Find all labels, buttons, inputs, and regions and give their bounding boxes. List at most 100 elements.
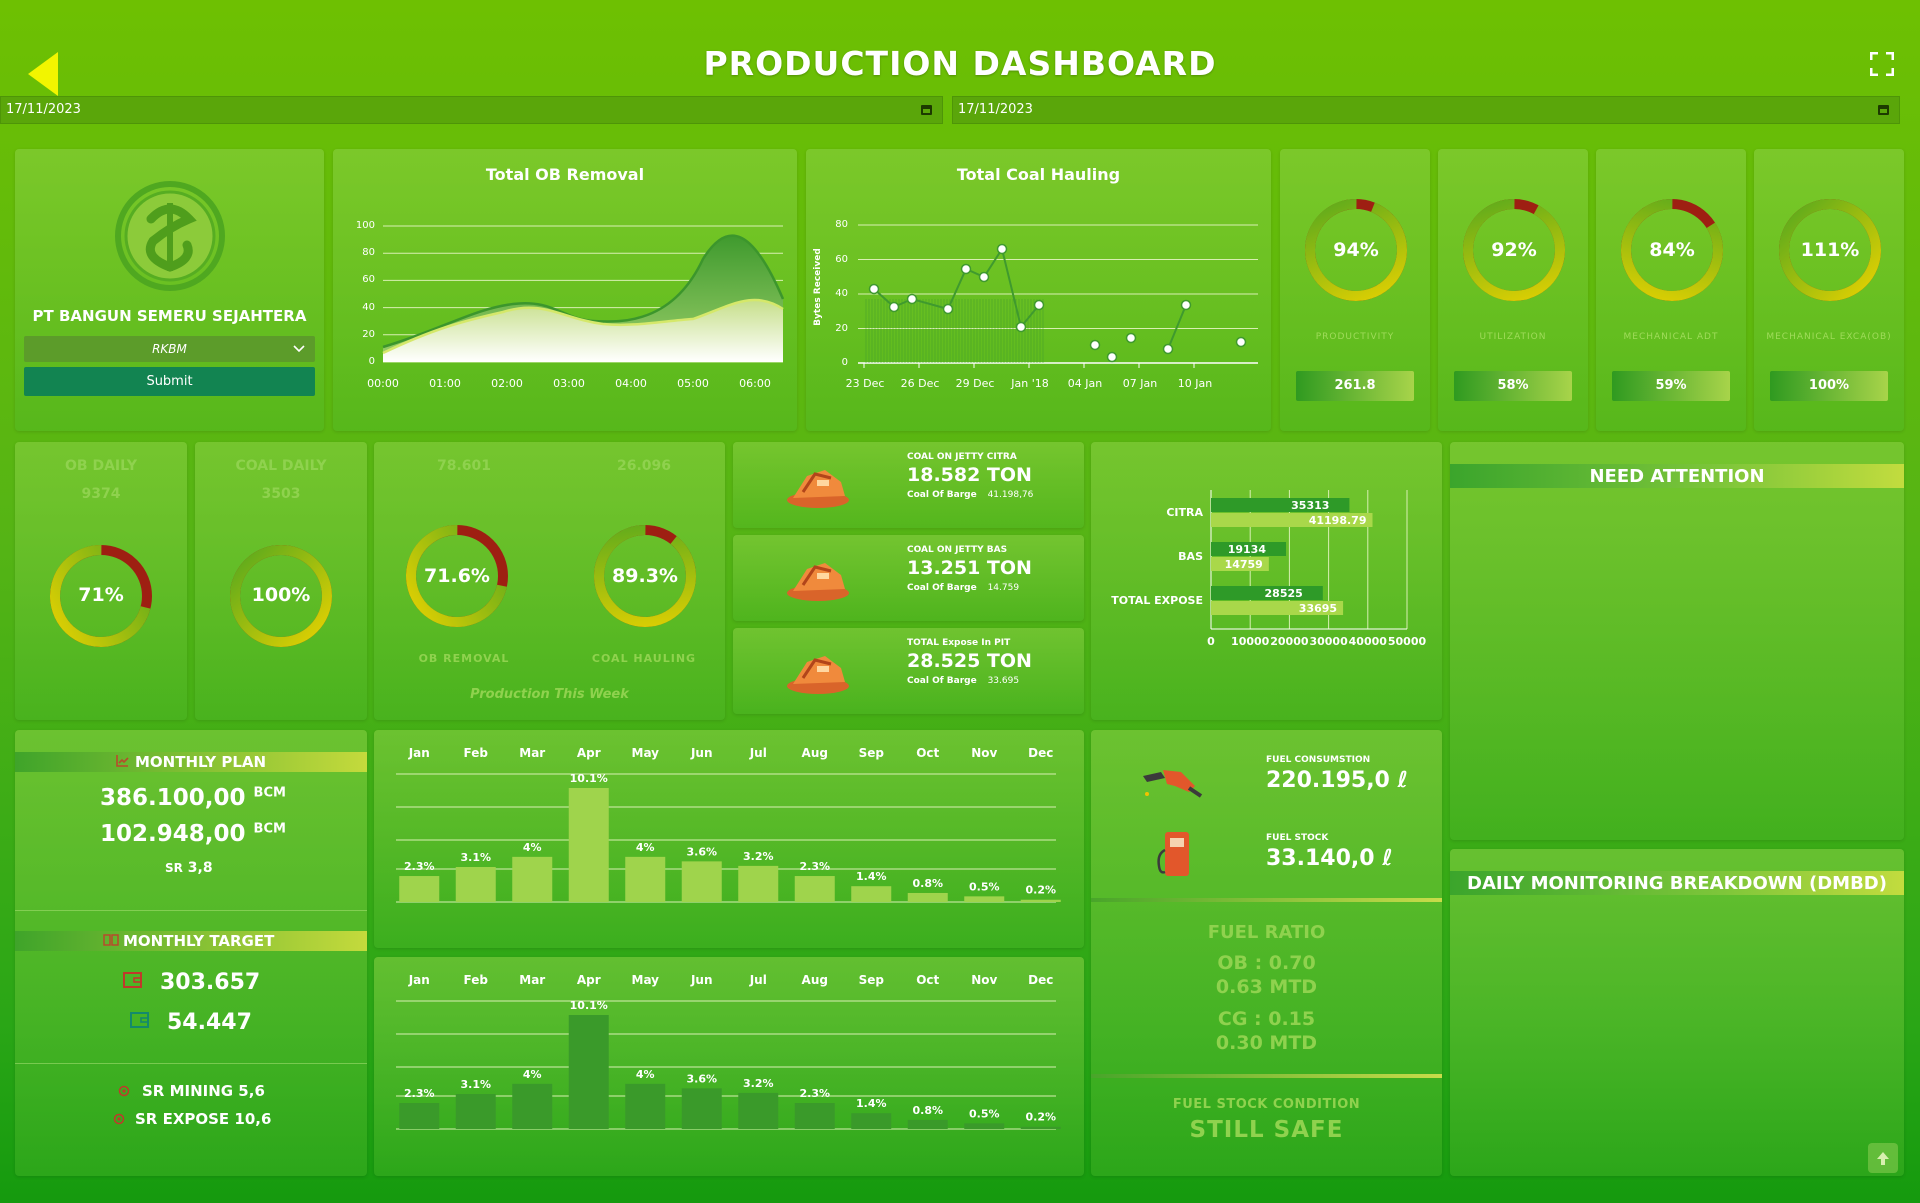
month-value-label: 3.1% <box>460 1078 491 1091</box>
month-label: Aug <box>802 973 828 987</box>
month-label: Sep <box>859 973 885 987</box>
ob-x-tick: 06:00 <box>739 377 771 390</box>
need-attention-title: NEED ATTENTION <box>1589 466 1765 487</box>
date-to-input[interactable]: 17/11/2023 <box>952 96 1900 124</box>
month-value-label: 10.1% <box>570 999 608 1012</box>
target-value-1: 303.657 <box>160 970 261 995</box>
jetty-caption: COAL ON JETTY BAS <box>907 545 1008 555</box>
coal-point <box>1089 339 1101 351</box>
week-panel: 78.601 26.096 71.6% 89.3% OB REMOVAL COA… <box>374 442 725 720</box>
fuel-nozzle-icon <box>1143 770 1203 798</box>
coal-y-tick: 0 <box>841 357 848 368</box>
week-coal-label: COAL HAULING <box>591 652 697 665</box>
back-button[interactable] <box>28 52 58 96</box>
ob-removal-chart <box>382 225 785 363</box>
month-bar <box>738 865 779 902</box>
coal-x-tick: 26 Dec <box>900 377 940 390</box>
month-value-label: 0.2% <box>1025 884 1056 897</box>
hbar-x-tick: 30000 <box>1309 635 1348 648</box>
coal-x-tick: 04 Jan <box>1067 377 1103 390</box>
coal-y-tick: 20 <box>835 322 848 334</box>
scroll-top-button[interactable] <box>1868 1143 1898 1173</box>
fullscreen-icon[interactable] <box>1869 51 1895 77</box>
date-from-input[interactable]: 17/11/2023 <box>0 96 943 124</box>
submit-button[interactable]: Submit <box>24 367 315 396</box>
gauge-fill <box>594 525 696 627</box>
hbar-bar-a <box>1211 498 1350 512</box>
week-caption: Production This Week <box>470 687 629 702</box>
month-bar <box>512 856 553 902</box>
kpi-value: 92% <box>1491 239 1537 261</box>
fuel-ob-ratio: OB : 0.70 <box>1217 952 1316 974</box>
hbar-label-b: 14759 <box>1225 558 1263 571</box>
month-value-label: 3.1% <box>460 851 491 864</box>
hbar-bar-a <box>1211 542 1287 556</box>
month-bar <box>851 886 892 902</box>
jetty-bar-panel: 0 10000 20000 30000 40000 50000 CITRA 35313 4119… <box>1091 442 1442 720</box>
month-label: Nov <box>971 973 997 987</box>
monthly-plan-title: MONTHLY PLAN <box>135 753 267 771</box>
month-bar <box>399 1103 440 1129</box>
plan-value-1: 386.100,00 <box>100 785 246 811</box>
coal-x-tick: 29 Dec <box>955 377 995 390</box>
calendar-icon[interactable] <box>1878 105 1889 115</box>
kpi-panel: 92% UTILIZATION 58% <box>1438 149 1588 431</box>
ob-removal-title: Total OB Removal <box>485 165 645 184</box>
month-value-label: 0.2% <box>1025 1111 1056 1124</box>
month-value-label: 3.6% <box>686 1072 717 1085</box>
hbar-x-tick: 10000 <box>1231 635 1270 648</box>
month-label: Apr <box>577 746 601 760</box>
coal-daily-pct: 100% <box>251 584 311 606</box>
jetty-caption: TOTAL Expose In PIT <box>907 638 1011 648</box>
month-value-label: 0.5% <box>969 880 1000 893</box>
fuel-pump-icon <box>1157 832 1189 876</box>
kpi-bar: 59% <box>1612 371 1730 401</box>
month-value-label: 3.2% <box>743 1077 774 1090</box>
hbar-category: TOTAL EXPOSE <box>1111 594 1203 607</box>
ob-daily-panel: OB DAILY 9374 71% <box>15 442 187 720</box>
month-bar <box>794 876 835 902</box>
month-bar <box>1020 1126 1061 1129</box>
rkbm-select[interactable]: RKBM <box>24 336 315 362</box>
month-label: Aug <box>802 746 828 760</box>
coal-point <box>942 303 954 315</box>
page-title: PRODUCTION DASHBOARD <box>703 44 1217 83</box>
month-label: Nov <box>971 746 997 760</box>
hbar-x-tick: 0 <box>1207 635 1215 648</box>
plan-sr-value: 3,8 <box>187 860 213 876</box>
hbar-category: CITRA <box>1166 506 1203 519</box>
kpi-panel: 84% MECHANICAL ADT 59% <box>1596 149 1746 431</box>
month-bar <box>568 788 609 902</box>
coal-hauling-title: Total Coal Hauling <box>956 165 1121 184</box>
fuel-ratio-title: FUEL RATIO <box>1207 922 1326 943</box>
coal-pile-icon <box>787 656 849 694</box>
jetty-panel: COAL ON JETTY CITRA 18.582 TON Coal Of B… <box>733 442 1084 528</box>
ob-area-actual <box>383 300 783 362</box>
ob-y-tick: 40 <box>362 301 375 313</box>
kpi-bar: 100% <box>1770 371 1888 401</box>
chart-icon <box>116 755 129 767</box>
monthly-plan-panel: MONTHLY PLAN 386.100,00 BCM 102.948,00 B… <box>15 730 367 1176</box>
target-value-2: 54.447 <box>167 1010 252 1035</box>
ob-x-tick: 04:00 <box>615 377 647 390</box>
month-bar <box>625 856 666 902</box>
ob-x-tick: 00:00 <box>367 377 399 390</box>
month-label: Oct <box>916 746 939 760</box>
calendar-icon[interactable] <box>921 105 932 115</box>
coal-daily-gauge <box>230 545 332 647</box>
company-logo <box>115 181 225 291</box>
coal-x-tick: Jan '18 <box>1011 377 1049 390</box>
month-value-label: 4% <box>636 1068 655 1081</box>
kpi-gauge <box>1463 199 1565 302</box>
kpi-label: MECHANICAL EXCA(OB) <box>1766 332 1892 342</box>
arrow-up-icon <box>1877 1152 1889 1165</box>
coal-daily-panel: COAL DAILY 3503 100% <box>195 442 367 720</box>
month-label: Mar <box>519 973 545 987</box>
jetty-panel: TOTAL Expose In PIT 28.525 TON Coal Of B… <box>733 628 1084 714</box>
month-label: Dec <box>1028 973 1053 987</box>
hbar-label-b: 33695 <box>1299 602 1337 615</box>
hbar-label-a: 28525 <box>1265 587 1303 600</box>
ob-daily-gauge <box>50 545 152 647</box>
hbar-bar-a <box>1211 586 1323 600</box>
week-coal-total: 26.096 <box>616 458 672 474</box>
